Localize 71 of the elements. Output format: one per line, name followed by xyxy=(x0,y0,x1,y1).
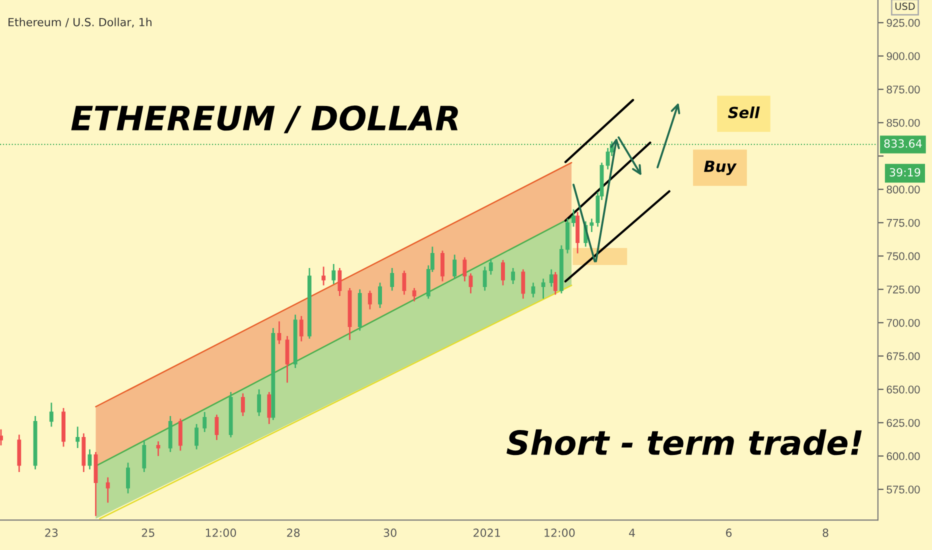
text: Ethereum / U.S. Dollar, 1h xyxy=(8,18,152,28)
candlestick xyxy=(0,428,3,446)
x-tick-label: 6 xyxy=(726,528,732,537)
y-tick-label: 650.00 xyxy=(886,386,920,394)
x-tick-label: 4 xyxy=(629,528,635,537)
candlestick xyxy=(299,315,304,342)
x-tick-label: 23 xyxy=(45,528,58,537)
y-tick-label: 900.00 xyxy=(886,52,920,60)
candlestick xyxy=(88,448,92,470)
candlestick xyxy=(202,411,207,433)
candlestick xyxy=(501,259,505,286)
candlestick xyxy=(142,439,146,473)
y-tick-label: 625.00 xyxy=(886,418,920,427)
candlestick xyxy=(462,256,467,282)
candlestick xyxy=(488,258,493,276)
annotation: ETHEREUM / DOLLAR xyxy=(71,105,458,134)
candlestick xyxy=(106,476,110,504)
ref-line-label: 833.64 xyxy=(884,139,922,148)
x-tick-label: 30 xyxy=(384,528,396,537)
x-tick-label: 12:00 xyxy=(206,528,236,537)
y-tick-label: 875.00 xyxy=(886,86,920,94)
candlestick xyxy=(482,266,487,292)
candlestick xyxy=(541,278,546,300)
y-tick-label: 800.00 xyxy=(886,186,920,194)
x-tick-label: 28 xyxy=(287,528,300,537)
x-tick-label: 8 xyxy=(822,528,828,537)
candlestick xyxy=(553,271,558,296)
y-tick-label: 725.00 xyxy=(886,286,920,294)
candlestick xyxy=(572,208,576,228)
text: USD xyxy=(895,2,915,10)
candlestick xyxy=(378,282,382,309)
candlestick xyxy=(511,267,516,285)
y-tick-label: 775.00 xyxy=(886,218,920,227)
candlestick xyxy=(156,440,160,457)
y-tick-label: 675.00 xyxy=(886,352,920,360)
candlestick xyxy=(390,267,394,292)
candlestick xyxy=(338,267,342,297)
candlestick xyxy=(412,287,416,302)
annotation: Buy xyxy=(704,160,737,176)
y-tick-label: 600.00 xyxy=(886,452,920,460)
candlestick xyxy=(440,250,444,282)
text: 39:19 xyxy=(890,168,920,176)
candlestick xyxy=(277,320,282,345)
candlestick xyxy=(332,263,336,285)
candlestick xyxy=(194,423,199,450)
y-tick-label: 700.00 xyxy=(886,318,920,327)
candlestick xyxy=(468,272,473,294)
annotation: Short - term trade! xyxy=(506,429,862,456)
annotation: Sell xyxy=(728,106,760,118)
y-tick-label: 850.00 xyxy=(886,118,920,127)
y-tick-label: 575.00 xyxy=(886,486,920,494)
candlestick xyxy=(257,388,262,417)
candlestick xyxy=(590,218,594,233)
x-tick-label: 25 xyxy=(142,528,154,537)
candlestick xyxy=(549,268,554,288)
candlestick xyxy=(49,402,54,428)
candlestick xyxy=(76,426,80,449)
candlestick xyxy=(322,266,326,286)
x-tick-label: 12:00 xyxy=(544,528,575,537)
candlestick xyxy=(402,270,406,296)
y-tick-label: 925.00 xyxy=(886,18,920,27)
candlestick xyxy=(214,414,219,441)
candlestick xyxy=(126,462,130,494)
candlestick xyxy=(368,290,372,310)
y-tick-label: 750.00 xyxy=(886,252,920,260)
candlestick xyxy=(178,418,182,452)
x-tick-label: 2021 xyxy=(474,528,500,537)
candlestick xyxy=(240,392,245,417)
candlestick xyxy=(267,391,272,425)
candlestick xyxy=(521,268,526,300)
candlestick xyxy=(452,254,457,280)
